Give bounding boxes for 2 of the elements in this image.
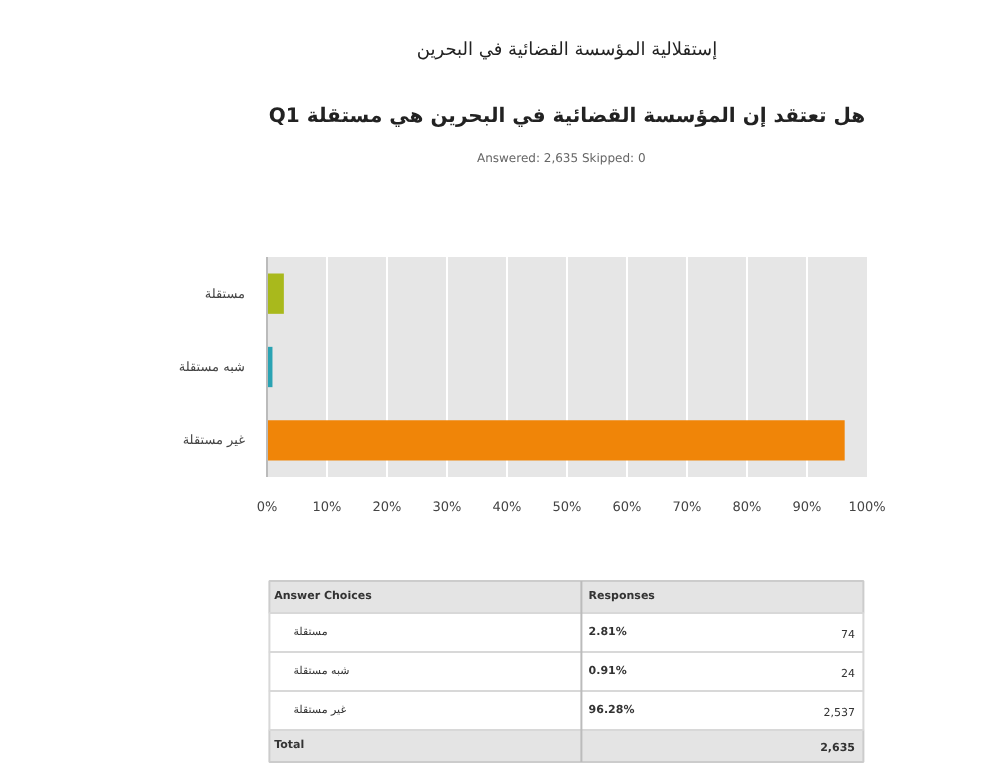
chart-title: إستقلالية المؤسسة القضائية في البحرين — [416, 41, 718, 61]
chart-subtitle: Q1 هل تعتقد إن المؤسسة القضائية في البحرين هي مستقلة — [268, 106, 866, 128]
